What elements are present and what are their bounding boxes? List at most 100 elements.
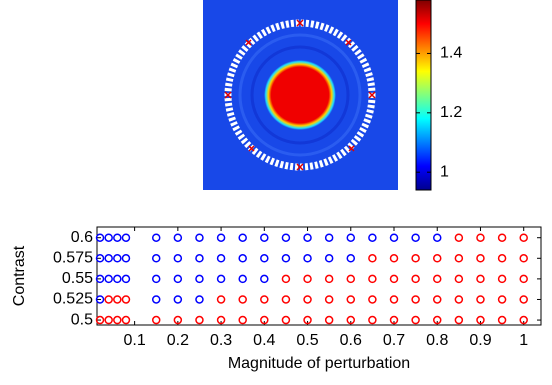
point	[95, 295, 105, 304]
point	[476, 295, 485, 304]
point	[454, 295, 464, 304]
point	[173, 274, 183, 284]
x-tick-label: 0.9	[469, 332, 491, 349]
point	[368, 233, 377, 242]
point	[113, 315, 122, 325]
point	[95, 315, 105, 325]
point	[216, 295, 226, 304]
point	[497, 315, 507, 325]
point	[303, 274, 312, 284]
point	[303, 254, 312, 263]
point	[195, 233, 204, 242]
point	[281, 315, 291, 325]
x-tick-label: 0.4	[253, 332, 275, 349]
point	[281, 274, 291, 284]
point	[260, 254, 269, 263]
point	[497, 295, 507, 304]
point	[195, 315, 204, 325]
point	[519, 295, 528, 304]
point	[238, 315, 247, 325]
point	[238, 233, 247, 242]
point	[260, 315, 269, 325]
point	[238, 295, 247, 304]
point	[113, 295, 122, 304]
point	[497, 274, 507, 284]
y-tick-label: 0.575	[53, 250, 93, 267]
point	[476, 254, 485, 263]
point	[216, 254, 226, 263]
x-tick-label: 0.2	[167, 332, 189, 349]
point	[121, 233, 131, 242]
point	[303, 315, 312, 325]
point	[216, 233, 226, 242]
point	[104, 295, 113, 304]
field-image	[203, 0, 398, 190]
colorbar-tick-label: 1	[440, 163, 449, 180]
point	[411, 233, 420, 242]
point	[151, 315, 161, 325]
point	[454, 274, 464, 284]
point	[121, 295, 131, 304]
x-tick-label: 0.1	[123, 332, 145, 349]
point	[389, 233, 399, 242]
point	[95, 254, 105, 263]
point	[216, 315, 226, 325]
point	[113, 254, 122, 263]
point	[346, 295, 356, 304]
point	[411, 295, 420, 304]
point	[432, 254, 442, 263]
point	[173, 254, 183, 263]
x-tick-label: 1	[519, 332, 528, 349]
point	[151, 233, 161, 242]
point	[411, 274, 420, 284]
point	[476, 315, 485, 325]
point	[324, 254, 334, 263]
colorbar-tick-label: 1.4	[440, 45, 462, 62]
point	[519, 274, 528, 284]
point	[260, 274, 269, 284]
point	[281, 295, 291, 304]
point	[497, 233, 507, 242]
point	[389, 274, 399, 284]
point	[324, 295, 334, 304]
point	[121, 274, 131, 284]
point	[519, 233, 528, 242]
point	[281, 254, 291, 263]
point	[389, 295, 399, 304]
point	[113, 233, 122, 242]
point	[95, 274, 105, 284]
point	[104, 233, 113, 242]
point	[497, 254, 507, 263]
point	[519, 315, 528, 325]
y-tick-label: 0.6	[71, 229, 93, 246]
point	[238, 254, 247, 263]
y-axis-label: Contrast	[11, 245, 28, 306]
point	[173, 315, 183, 325]
point	[346, 315, 356, 325]
point	[476, 274, 485, 284]
y-tick-label: 0.55	[62, 270, 93, 287]
x-tick-label: 0.3	[210, 332, 232, 349]
point	[346, 274, 356, 284]
point	[368, 295, 377, 304]
x-tick-label: 0.8	[426, 332, 448, 349]
point	[432, 295, 442, 304]
point	[519, 254, 528, 263]
point	[454, 315, 464, 325]
point	[346, 254, 356, 263]
point	[195, 274, 204, 284]
colorbar	[415, 0, 432, 191]
point	[324, 274, 334, 284]
x-tick-label: 0.6	[340, 332, 362, 349]
point	[173, 295, 183, 304]
point	[195, 254, 204, 263]
point	[432, 315, 442, 325]
point	[303, 295, 312, 304]
colorbar-tick-label: 1.2	[440, 104, 462, 121]
x-axis-label: Magnitude of perturbation	[228, 355, 410, 372]
point	[121, 315, 131, 325]
point	[389, 254, 399, 263]
point	[303, 233, 312, 242]
point	[151, 254, 161, 263]
